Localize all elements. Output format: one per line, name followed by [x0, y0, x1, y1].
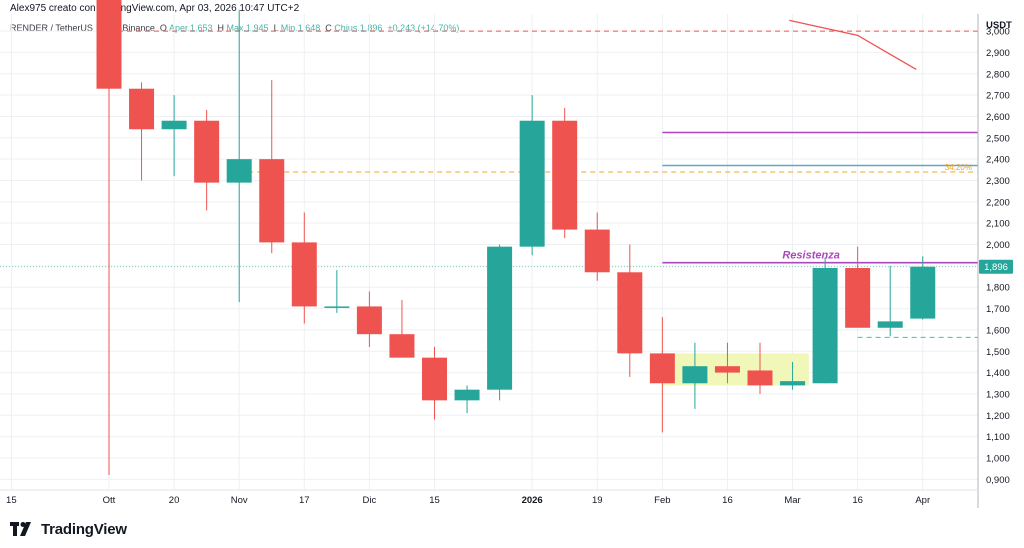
x-tick-label: Mar	[784, 495, 800, 506]
x-tick-label: 2026	[522, 495, 543, 506]
candle-up	[780, 381, 806, 386]
y-tick-label: 1,200	[986, 411, 1010, 422]
y-tick-label: 1,600	[986, 325, 1010, 336]
x-tick-label: Nov	[231, 495, 248, 506]
axes: 0,900 1,000 1,100 1,200 1,300 1,400 1,500 1,600…	[0, 14, 1013, 508]
legend-open-value: Aper.1,653	[168, 23, 213, 33]
y-tick-label: 2,500	[986, 133, 1010, 144]
author-line: Alex975 creato con TradingView.com, Apr …	[10, 3, 300, 14]
y-tick-label: 3,000	[986, 27, 1010, 38]
candle-down	[259, 159, 285, 243]
resistance-label: Resistenza	[782, 250, 839, 262]
candle-down	[617, 272, 643, 354]
y-tick-label: 1,700	[986, 304, 1010, 315]
candles	[96, 0, 936, 476]
legend-high-value: Max.1,945	[226, 23, 269, 33]
candle-down	[422, 357, 447, 401]
candle-down	[552, 120, 578, 230]
candle-up	[812, 268, 838, 384]
x-tick-label: 20	[169, 495, 180, 506]
legend-open-label: O	[159, 23, 167, 33]
x-tick-label: 19	[592, 495, 603, 506]
candle-down	[649, 353, 675, 384]
y-tick-label: 0,900	[986, 475, 1010, 486]
y-tick-label: 2,200	[986, 197, 1010, 208]
y-tick-label: 2,100	[986, 219, 1010, 230]
candle-up	[226, 159, 252, 183]
legend-low-label: L	[273, 23, 279, 33]
candle-down	[845, 268, 871, 328]
y-tick-label: 2,900	[986, 48, 1010, 59]
candle-down	[714, 366, 740, 373]
candle-down	[291, 242, 317, 307]
tradingview-brand: TradingView	[41, 520, 127, 538]
last-price-label: 1,896	[984, 262, 1008, 273]
legend-change: +0,243 (+14,70%)	[387, 23, 460, 33]
currency-label: USDT	[986, 20, 1012, 31]
candle-down	[747, 370, 773, 386]
legend-close-label: C	[325, 23, 332, 33]
y-tick-label: 2,800	[986, 69, 1010, 80]
x-tick-label: Apr	[915, 495, 930, 506]
ma-line	[789, 19, 917, 71]
y-tick-label: 1,500	[986, 347, 1010, 358]
last-price-badge	[979, 259, 1013, 274]
candle-down	[129, 88, 155, 130]
candle-down	[96, 0, 122, 89]
candle-up	[877, 321, 903, 328]
y-tick-label: 2,300	[986, 176, 1010, 187]
candle-down	[584, 229, 610, 273]
y-tick-label: 2,600	[986, 112, 1010, 123]
y-tick-label: 1,000	[986, 453, 1010, 464]
orange-dashed-tag: 34,20%	[945, 163, 972, 172]
legend-high-label: H	[217, 23, 225, 33]
candle-down	[194, 120, 220, 183]
tradingview-logo-icon	[10, 522, 31, 536]
legend-symbol[interactable]: RENDER / TetherUS · 1W · Binance	[10, 23, 155, 33]
legend-low-value: Min.1,648	[280, 23, 321, 33]
x-tick-label: 16	[722, 495, 733, 506]
legend-close-value: Chius.1,896	[334, 23, 383, 33]
candle-up	[910, 266, 936, 319]
y-tick-label: 2,000	[986, 240, 1010, 251]
x-tick-label: 15	[429, 495, 440, 506]
candle-up	[487, 246, 513, 390]
x-tick-label: Dic	[363, 495, 377, 506]
candle-down	[389, 334, 415, 358]
x-tick-label: Ott	[103, 495, 116, 506]
ohlc-legend: RENDER / TetherUS · 1W · Binance O Aper.…	[10, 23, 459, 33]
candle-up	[454, 389, 480, 401]
y-tick-label: 2,700	[986, 91, 1010, 102]
x-tick-label: 17	[299, 495, 310, 506]
candle-down	[356, 306, 382, 335]
candle-up	[519, 120, 545, 247]
x-tick-label: 16	[852, 495, 863, 506]
tradingview-footer[interactable]: TradingView	[10, 519, 127, 539]
y-tick-label: 1,100	[986, 432, 1010, 443]
candle-up	[682, 366, 708, 384]
y-tick-label: 2,400	[986, 155, 1010, 166]
x-tick-label: Feb	[654, 495, 670, 506]
y-tick-label: 1,800	[986, 283, 1010, 294]
y-tick-label: 1,300	[986, 389, 1010, 400]
y-tick-label: 1,400	[986, 368, 1010, 379]
x-tick-label: 15	[6, 495, 17, 506]
candle-up	[324, 306, 350, 308]
candle-up	[161, 120, 187, 130]
